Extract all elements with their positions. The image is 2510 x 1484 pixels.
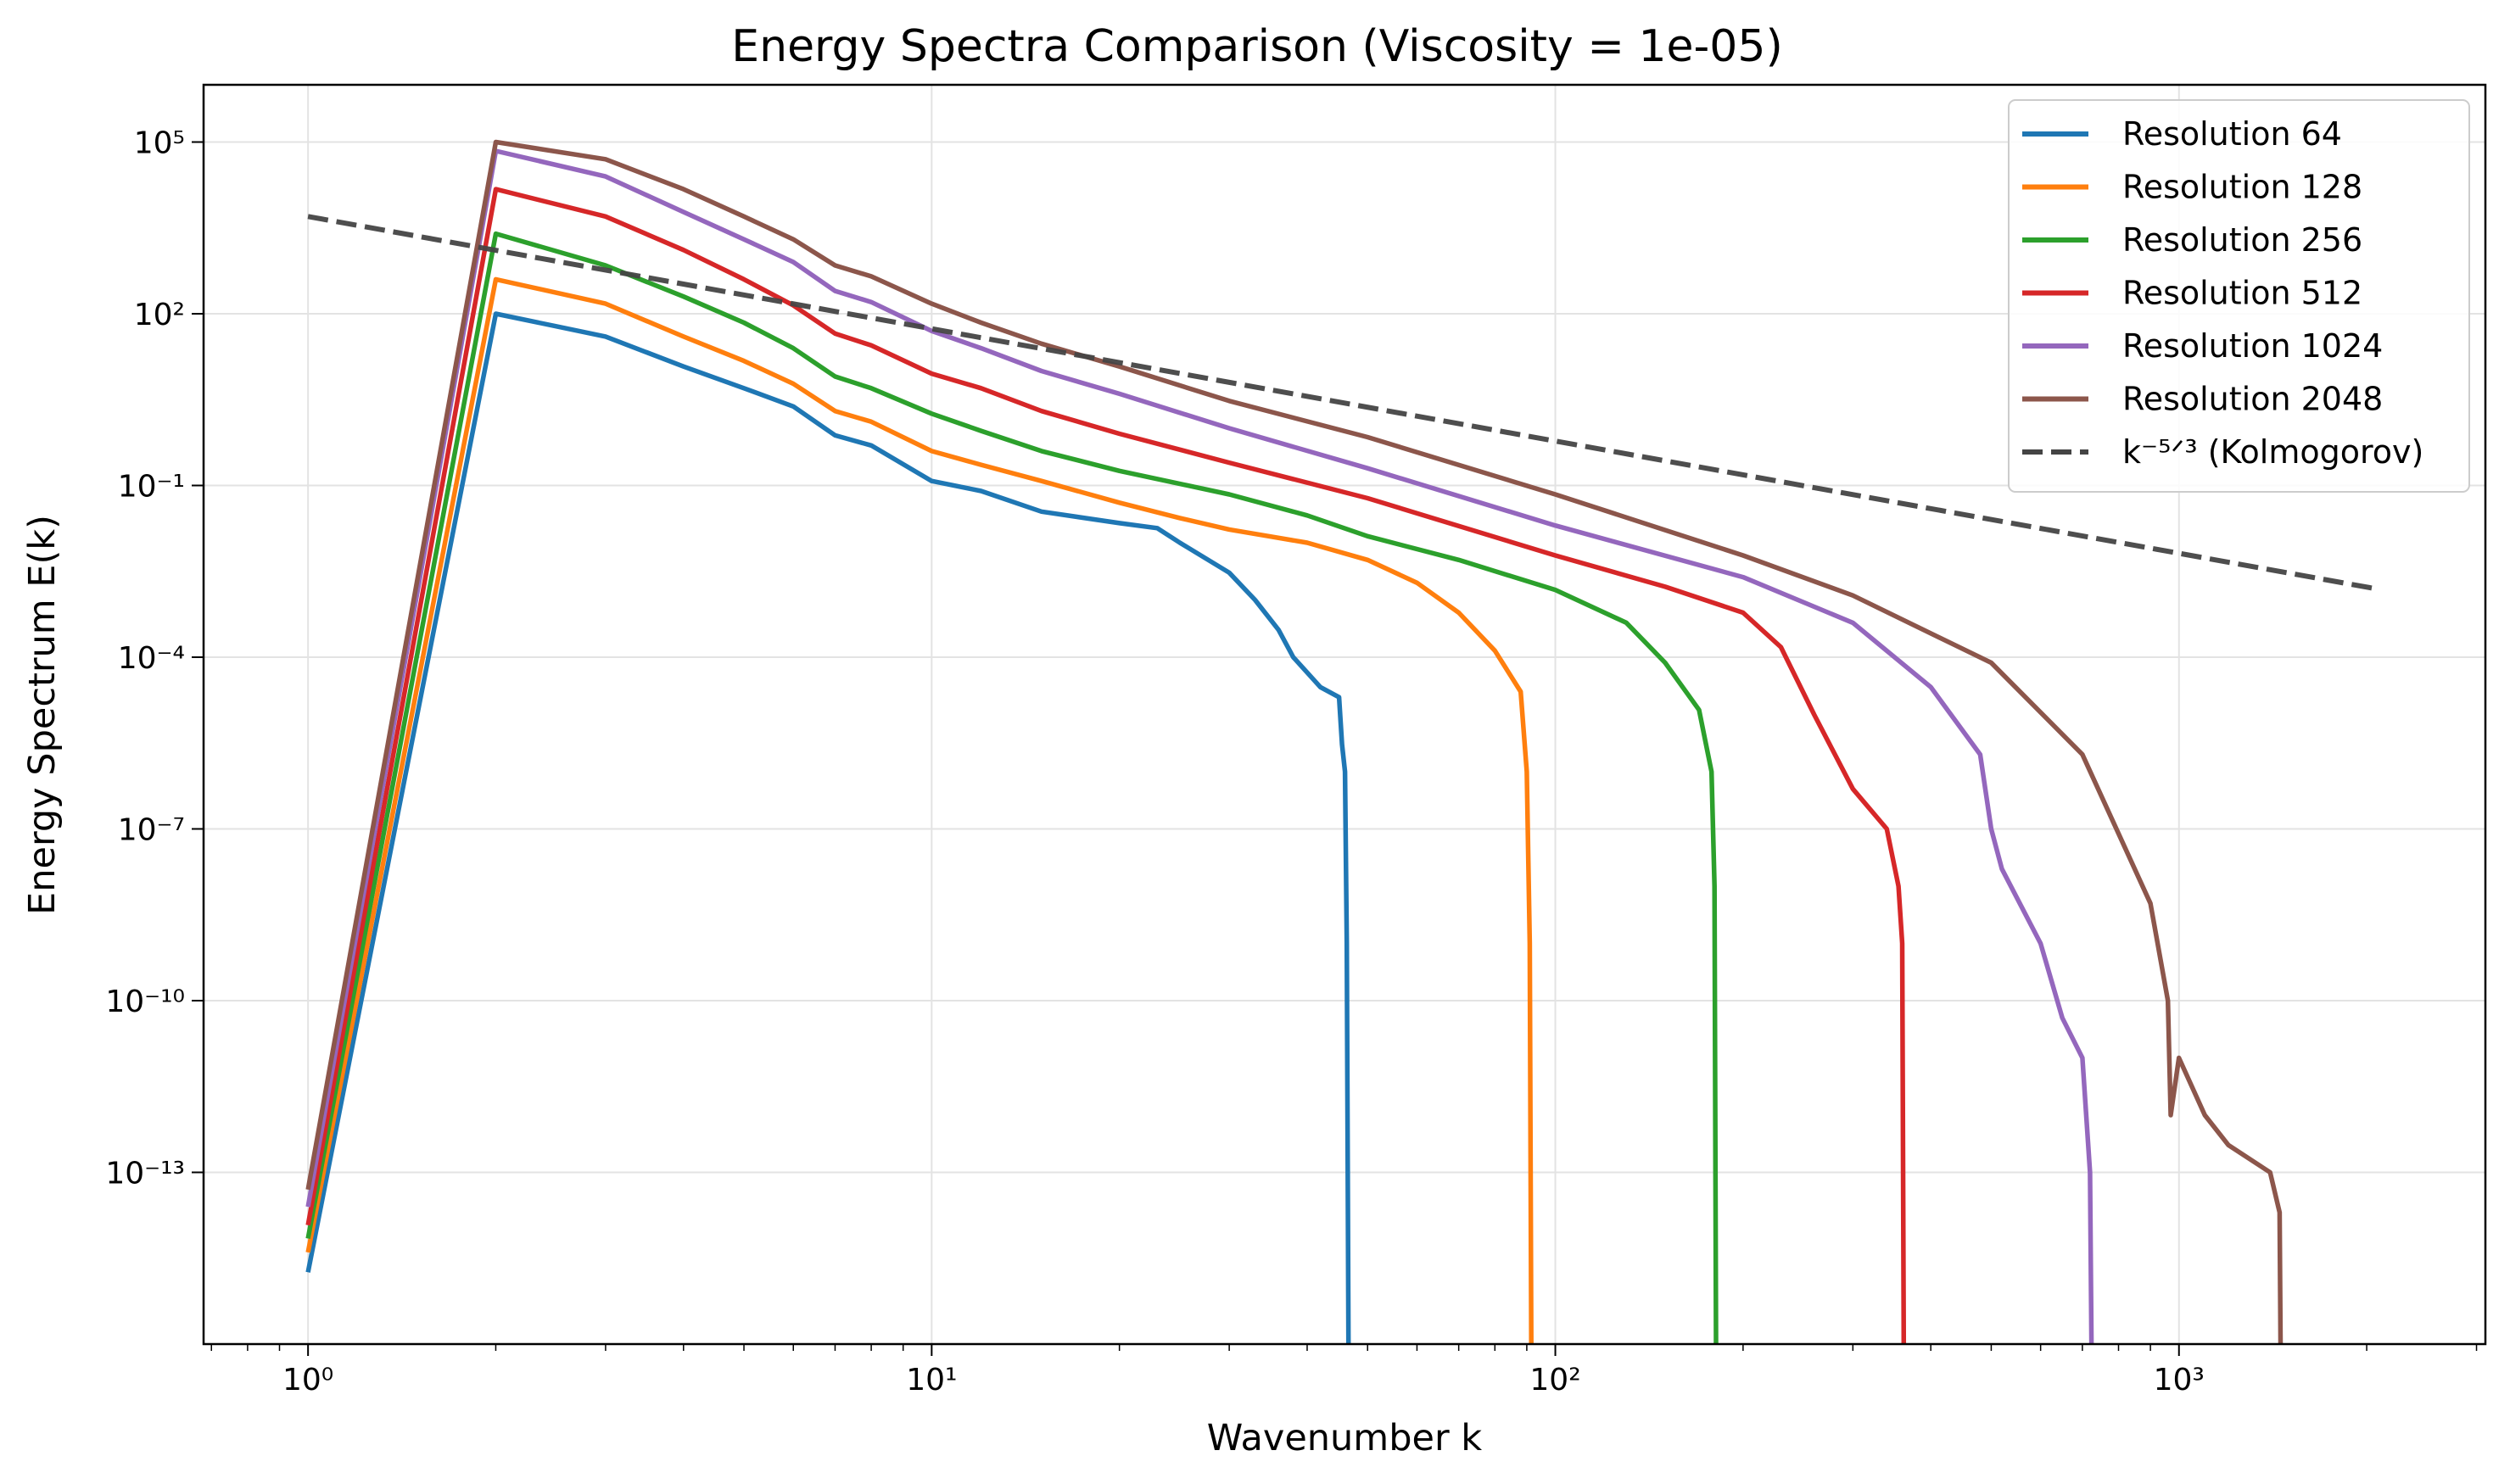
legend-box (2008, 99, 2470, 493)
y-axis-label: Energy Spectrum E(k) (21, 515, 64, 915)
legend-label-1: Resolution 64 (2122, 115, 2342, 153)
x-tick-label: 10³ (2154, 1363, 2205, 1398)
x-tick-label: 10² (1529, 1363, 1580, 1398)
legend: Resolution 64 Resolution 128 Resolution 25… (2008, 99, 2470, 493)
y-tick-label: 10² (134, 298, 185, 332)
legend-label-6: Resolution 2048 (2122, 381, 2383, 418)
series-line-2 (305, 276, 1534, 1345)
plot-frame (202, 83, 2487, 1346)
series-line-5 (305, 148, 2094, 1345)
legend-label-2: Resolution 128 (2122, 169, 2362, 206)
legend-label-5: Resolution 1024 (2122, 327, 2383, 365)
y-tick-label: 10⁻⁴ (118, 641, 185, 676)
series-line-1 (305, 311, 1351, 1345)
x-tick-label: 10⁰ (282, 1363, 333, 1398)
axis-ticks: 10⁰ 10¹ 10² 10³ 10⁵ 10² 10⁻¹ 10⁻⁴ 10⁻⁷ 10⁻¹⁰ 10⁻¹³ (105, 126, 2478, 1398)
series-line-7 (307, 214, 2374, 591)
y-tick-label: 10⁵ (134, 126, 185, 161)
series-line-6 (305, 139, 2284, 1345)
legend-label-7: k⁻⁵ᐟ³ (Kolmogorov) (2122, 433, 2423, 471)
y-tick-label: 10⁻¹³ (105, 1157, 185, 1191)
legend-label-4: Resolution 512 (2122, 275, 2362, 312)
chart-title: Energy Spectra Comparison (Viscosity = 1… (731, 21, 1783, 72)
series-lines (305, 139, 2374, 1345)
series-line-3 (305, 231, 1719, 1345)
y-tick-label: 10⁻¹ (118, 470, 185, 505)
legend-label-3: Resolution 256 (2122, 221, 2362, 259)
x-axis-label: Wavenumber k (1207, 1417, 1483, 1459)
series-line-4 (305, 187, 1907, 1345)
x-tick-label: 10¹ (906, 1363, 957, 1398)
y-tick-label: 10⁻⁷ (118, 813, 185, 848)
y-tick-label: 10⁻¹⁰ (105, 985, 185, 1019)
